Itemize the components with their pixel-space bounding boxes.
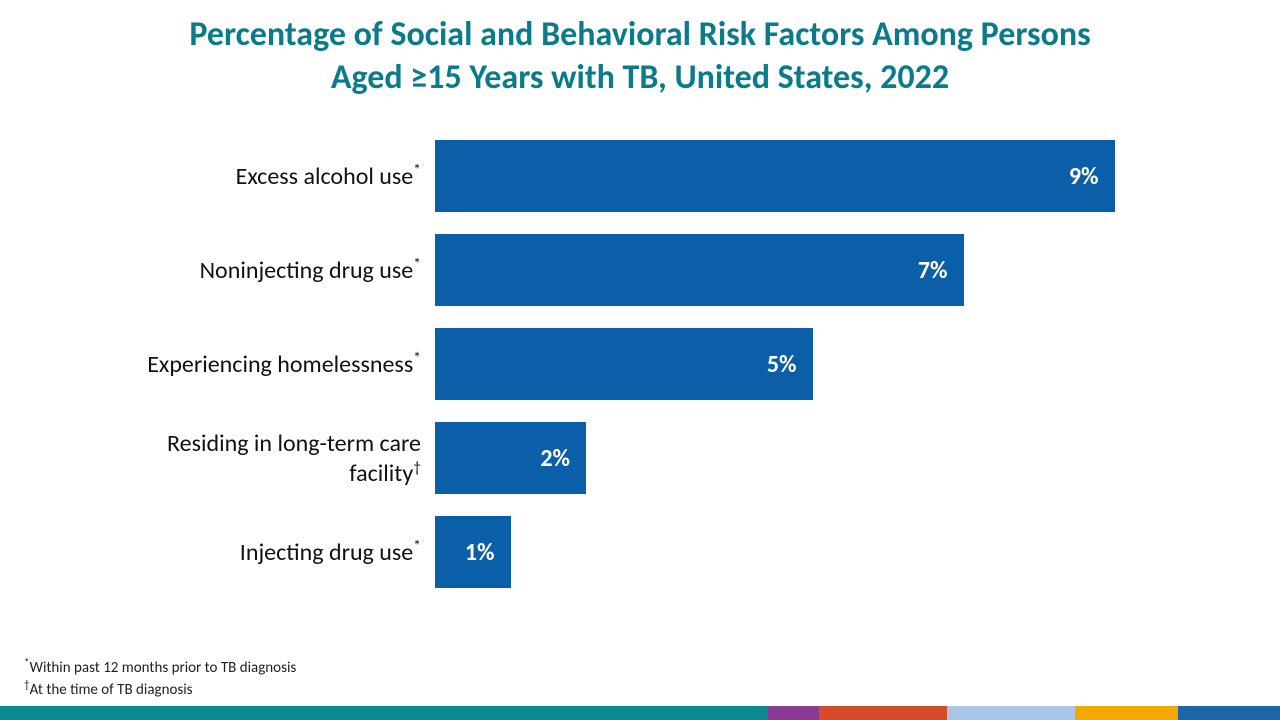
footer-color-stripe xyxy=(0,706,1280,720)
category-label: Injecting drug use* xyxy=(90,537,435,567)
chart-row: Excess alcohol use*9% xyxy=(90,140,1190,212)
category-label: Experiencing homelessness* xyxy=(90,349,435,379)
bar-chart: Excess alcohol use*9% Noninjecting drug u… xyxy=(90,140,1190,640)
bar: 5% xyxy=(435,328,813,400)
bars-area: 1% xyxy=(435,516,1190,588)
slide: Percentage of Social and Behavioral Risk… xyxy=(0,0,1280,720)
bars-area: 5% xyxy=(435,328,1190,400)
category-label: Noninjecting drug use* xyxy=(90,255,435,285)
bars-area: 9% xyxy=(435,140,1190,212)
bars-area: 2% xyxy=(435,422,1190,494)
category-label: Excess alcohol use* xyxy=(90,161,435,191)
bar: 9% xyxy=(435,140,1115,212)
footnotes: *Within past 12 months prior to TB diagn… xyxy=(24,656,296,701)
footnote: *Within past 12 months prior to TB diagn… xyxy=(24,656,296,678)
chart-row: Residing in long-term care facility†2% xyxy=(90,422,1190,494)
footnote: †At the time of TB diagnosis xyxy=(24,678,296,700)
chart-title: Percentage of Social and Behavioral Risk… xyxy=(0,14,1280,99)
footer-stripe-segment xyxy=(947,706,1075,720)
title-line-1: Percentage of Social and Behavioral Risk… xyxy=(189,14,1090,55)
bars-area: 7% xyxy=(435,234,1190,306)
footer-stripe-segment xyxy=(1178,706,1280,720)
bar: 7% xyxy=(435,234,964,306)
chart-row: Injecting drug use*1% xyxy=(90,516,1190,588)
footer-stripe-segment xyxy=(1075,706,1177,720)
category-label: Residing in long-term care facility† xyxy=(90,429,435,488)
footer-stripe-segment xyxy=(819,706,947,720)
footer-stripe-segment xyxy=(0,706,768,720)
title-line-2: Aged ≥15 Years with TB, United States, 2… xyxy=(331,57,949,98)
bar: 1% xyxy=(435,516,511,588)
chart-row: Noninjecting drug use*7% xyxy=(90,234,1190,306)
bar: 2% xyxy=(435,422,586,494)
chart-row: Experiencing homelessness*5% xyxy=(90,328,1190,400)
footer-stripe-segment xyxy=(768,706,819,720)
